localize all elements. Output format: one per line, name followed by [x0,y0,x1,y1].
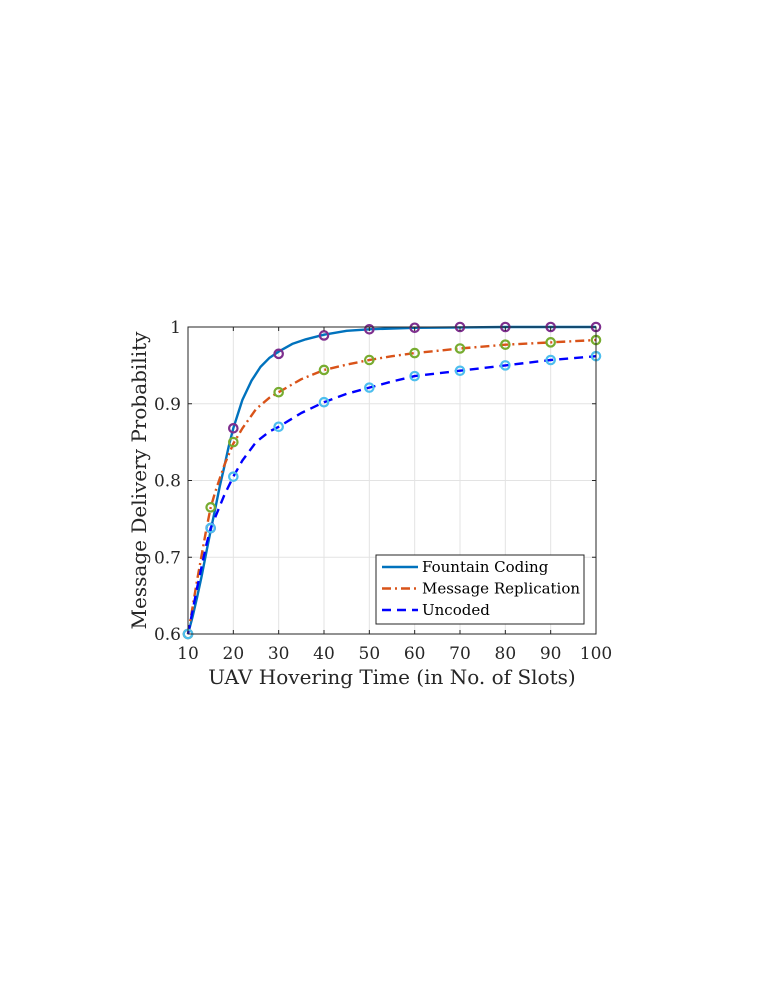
x-tick-label: 20 [223,644,245,664]
x-tick-label: 40 [313,644,335,664]
legend: Fountain Coding Message Replication Uncode… [376,555,584,624]
x-tick-label: 30 [268,644,290,664]
x-tick-label: 60 [404,644,426,664]
y-tick-label: 0.6 [154,625,181,645]
y-tick-label: 0.7 [154,548,181,568]
x-tick-label: 100 [580,644,612,664]
legend-label: Message Replication [422,580,580,598]
x-tick-label: 10 [177,644,199,664]
x-tick-label: 50 [359,644,381,664]
y-tick-label: 0.9 [154,395,181,415]
x-axis-label: UAV Hovering Time (in No. of Slots) [208,665,575,689]
y-tick-label: 1 [170,318,181,338]
x-tick-label: 70 [449,644,471,664]
x-tick-label: 80 [495,644,517,664]
y-tick-label: 0.8 [154,472,181,492]
legend-label: Uncoded [422,601,490,619]
x-tick-label: 90 [540,644,562,664]
y-axis-label: Message Delivery Probability [127,331,151,630]
legend-label: Fountain Coding [422,558,549,576]
